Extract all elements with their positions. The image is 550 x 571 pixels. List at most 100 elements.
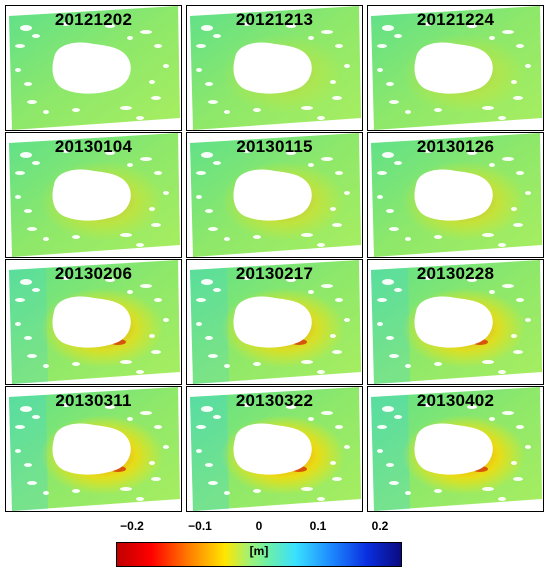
water-mask (72, 108, 80, 112)
water-mask (151, 350, 161, 354)
water-mask (105, 405, 115, 409)
water-mask (286, 278, 296, 282)
deformation-map (190, 260, 361, 384)
water-mask (502, 30, 514, 34)
water-mask (424, 22, 432, 26)
water-mask (317, 116, 325, 120)
water-mask (140, 284, 152, 288)
water-mask (205, 463, 213, 467)
colorbar: −0.2 −0.1 0 0.1 0.2 [m] (116, 519, 402, 569)
water-mask (301, 233, 313, 237)
water-mask (321, 284, 333, 288)
deformation-map (9, 6, 180, 130)
water-mask (301, 106, 313, 110)
water-mask (467, 278, 477, 282)
water-mask (196, 68, 202, 72)
water-mask (149, 461, 155, 465)
water-mask (208, 354, 218, 358)
water-mask (15, 68, 21, 72)
water-mask (196, 449, 202, 453)
water-mask (394, 34, 402, 38)
panel-grid: 20121202 20121213 20121224 20130104 2013… (5, 5, 544, 512)
water-mask (386, 336, 394, 340)
water-mask (154, 171, 162, 175)
water-mask (136, 116, 144, 120)
water-mask (405, 491, 411, 495)
water-mask (196, 425, 206, 429)
water-mask (434, 108, 442, 112)
water-mask (516, 44, 524, 48)
water-mask (467, 24, 477, 28)
water-mask (382, 406, 394, 412)
water-mask (344, 445, 350, 449)
water-mask (224, 364, 230, 368)
colorbar-tick: 0.2 (371, 519, 389, 533)
water-mask (72, 489, 80, 493)
water-mask (394, 161, 402, 165)
deformation-map (9, 260, 180, 384)
water-mask (502, 284, 514, 288)
water-mask (330, 334, 336, 338)
water-mask (154, 298, 162, 302)
water-mask (382, 25, 394, 31)
map-panel: 20130228 (367, 259, 544, 385)
water-mask (32, 34, 40, 38)
water-mask (330, 207, 336, 211)
water-mask (424, 149, 432, 153)
water-mask (511, 334, 517, 338)
water-mask (24, 209, 32, 213)
water-mask (511, 461, 517, 465)
water-mask (386, 82, 394, 86)
water-mask (405, 237, 411, 241)
water-mask (498, 497, 506, 501)
water-mask (43, 491, 49, 495)
water-mask (525, 318, 531, 322)
water-mask (389, 227, 399, 231)
map-panel: 20130115 (186, 132, 363, 258)
water-mask (136, 243, 144, 247)
water-mask (27, 481, 37, 485)
water-mask (140, 30, 152, 34)
masked-lake (52, 296, 131, 348)
water-mask (201, 279, 213, 285)
colorbar-gradient (116, 542, 402, 567)
deformation-map (371, 6, 542, 130)
water-mask (27, 227, 37, 231)
water-mask (386, 209, 394, 213)
colorbar-unit: [m] (249, 544, 269, 558)
water-mask (332, 96, 342, 100)
water-mask (196, 195, 202, 199)
water-mask (149, 334, 155, 338)
uplift-tint (371, 268, 410, 384)
water-mask (196, 298, 206, 302)
masked-lake (52, 42, 131, 94)
water-mask (15, 425, 25, 429)
water-mask (253, 362, 261, 366)
map-panel: 20130126 (367, 132, 544, 258)
water-mask (498, 116, 506, 120)
water-mask (43, 110, 49, 114)
panel-date: 20130126 (416, 137, 495, 156)
water-mask (163, 191, 169, 195)
masked-lake (52, 169, 131, 221)
water-mask (127, 290, 133, 294)
water-mask (308, 290, 314, 294)
panel-date: 20130206 (54, 264, 133, 283)
water-mask (377, 44, 387, 48)
water-mask (467, 151, 477, 155)
water-mask (208, 227, 218, 231)
water-mask (498, 243, 506, 247)
water-mask (394, 415, 402, 419)
water-mask (154, 425, 162, 429)
water-mask (317, 243, 325, 247)
panel-date: 20130402 (416, 391, 495, 410)
water-mask (140, 157, 152, 161)
water-mask (386, 463, 394, 467)
map-panel: 20130322 (186, 386, 363, 512)
water-mask (482, 106, 494, 110)
deformation-map (371, 260, 542, 384)
map-panel: 20130206 (5, 259, 182, 385)
water-mask (127, 417, 133, 421)
water-mask (72, 362, 80, 366)
water-mask (286, 151, 296, 155)
